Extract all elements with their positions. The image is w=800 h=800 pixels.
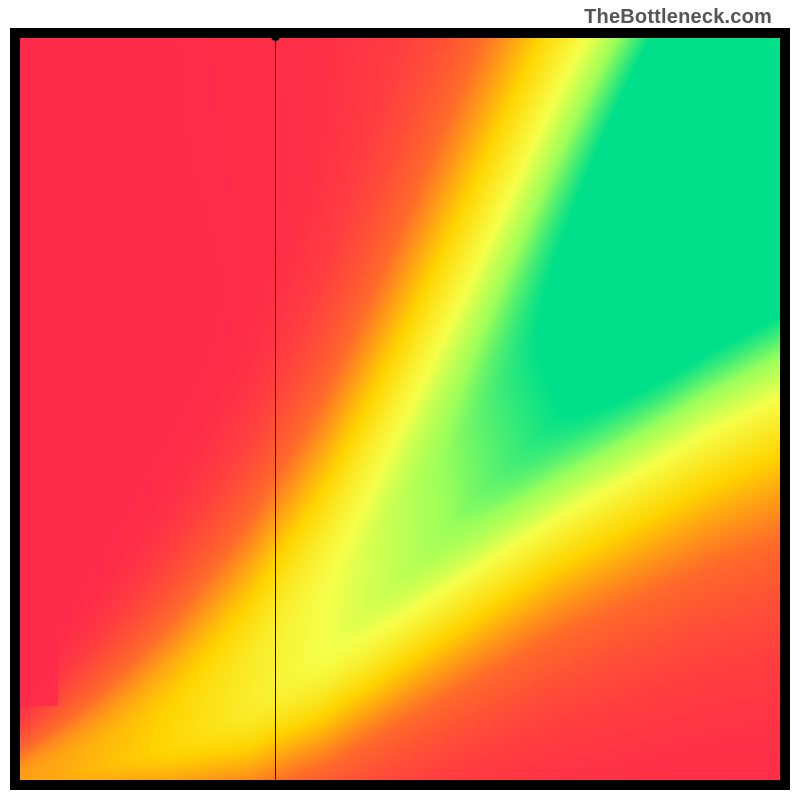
watermark-text: TheBottleneck.com xyxy=(584,6,772,29)
chart-frame xyxy=(10,28,790,790)
heatmap-canvas xyxy=(20,38,780,780)
heatmap-plot-area xyxy=(20,38,780,780)
reference-vertical-line xyxy=(275,38,276,780)
